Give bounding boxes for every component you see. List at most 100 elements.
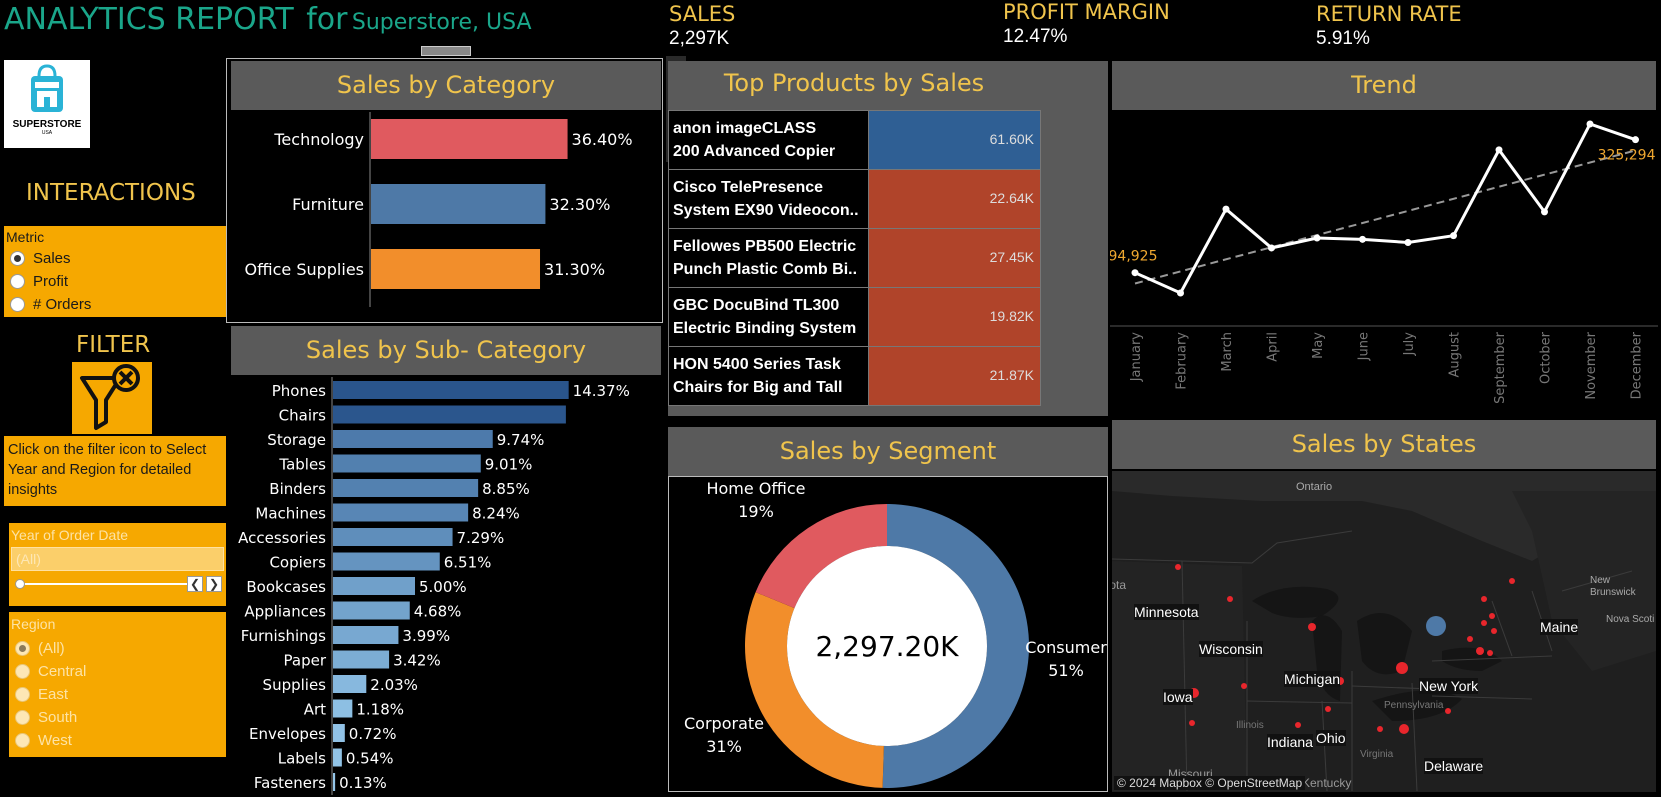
year-next-button[interactable]: ❯ bbox=[206, 576, 222, 592]
trend-point[interactable] bbox=[1268, 244, 1275, 252]
segment-slice[interactable] bbox=[755, 504, 887, 609]
trend-month-label: July bbox=[1402, 332, 1417, 357]
trend-point[interactable] bbox=[1222, 205, 1230, 213]
trend-point[interactable] bbox=[1450, 232, 1457, 240]
subcategory-bar[interactable] bbox=[333, 650, 390, 669]
subcategory-bar[interactable] bbox=[333, 552, 440, 571]
year-slider[interactable] bbox=[17, 583, 187, 585]
category-chart: Technology 36.40% Furniture 32.30% Office Su… bbox=[245, 112, 633, 307]
interactions-title: INTERACTIONS bbox=[26, 180, 196, 206]
product-sales-value: 22.64K bbox=[868, 170, 1040, 228]
trend-month-label: August bbox=[1448, 332, 1463, 378]
subcategory-bar[interactable] bbox=[333, 405, 566, 424]
trend-point[interactable] bbox=[1359, 235, 1366, 243]
map-label-kentucky: Kentucky bbox=[1302, 776, 1352, 790]
category-bar[interactable] bbox=[371, 184, 546, 224]
trend-point[interactable] bbox=[1495, 146, 1503, 154]
subcategory-bar[interactable] bbox=[333, 479, 479, 497]
subcategory-bar[interactable] bbox=[333, 748, 342, 767]
trend-month-label: February bbox=[1175, 332, 1190, 390]
filter-button[interactable] bbox=[72, 362, 152, 434]
trend-month-label: September bbox=[1493, 331, 1508, 404]
product-sales-value: 19.82K bbox=[868, 288, 1040, 346]
trend-month-label: April bbox=[1266, 332, 1281, 362]
year-filter-input[interactable]: (All) bbox=[11, 547, 224, 571]
product-row[interactable]: HON 5400 Series Task Chairs for Big and T… bbox=[668, 346, 1041, 406]
trend-point[interactable] bbox=[1404, 238, 1412, 246]
category-value-label: 36.40% bbox=[572, 130, 633, 149]
states-map[interactable]: Ontario Minnesota Wisconsin Michigan Iow… bbox=[1112, 471, 1656, 792]
subcategory-bar[interactable] bbox=[333, 724, 345, 742]
product-row[interactable]: Cisco TelePresence System EX90 Videocon..… bbox=[668, 169, 1041, 229]
category-label: Office Supplies bbox=[245, 260, 364, 279]
subcategory-bar[interactable] bbox=[333, 577, 415, 595]
subcategory-bar[interactable] bbox=[333, 675, 367, 693]
category-label: Technology bbox=[273, 130, 364, 149]
trend-series-line[interactable] bbox=[1134, 122, 1636, 295]
product-row[interactable]: GBC DocuBind TL300 Electric Binding Syste… bbox=[668, 287, 1041, 347]
trend-month-label: March bbox=[1220, 332, 1235, 372]
radio-icon bbox=[10, 297, 25, 312]
subcategory-bar[interactable] bbox=[333, 430, 493, 448]
trend-month-label: November bbox=[1584, 331, 1599, 399]
trend-point[interactable] bbox=[1313, 234, 1321, 242]
segment-value-label: 31% bbox=[706, 737, 742, 756]
segment-slice[interactable] bbox=[882, 504, 1029, 788]
metric-option-sales[interactable]: Sales bbox=[4, 247, 226, 270]
map-label-michigan: Michigan bbox=[1284, 671, 1341, 687]
category-bar[interactable] bbox=[371, 249, 541, 289]
trend-point[interactable] bbox=[1586, 120, 1594, 128]
subcategory-bar[interactable] bbox=[333, 381, 569, 399]
logo: SUPERSTORE USA bbox=[4, 60, 90, 148]
map-label-ohio: Ohio bbox=[1316, 730, 1346, 746]
map-label-maine: Maine bbox=[1540, 619, 1579, 635]
region-option-all[interactable]: (All) bbox=[9, 637, 226, 660]
region-option-central[interactable]: Central bbox=[9, 660, 226, 683]
subcategory-bar[interactable] bbox=[333, 601, 410, 620]
kpi-return-label: RETURN RATE bbox=[1316, 2, 1462, 26]
kpi-sales-value: 2,297K bbox=[669, 28, 730, 49]
subcategory-bar[interactable] bbox=[333, 626, 399, 644]
subcategory-bar[interactable] bbox=[333, 503, 469, 522]
year-slider-handle[interactable] bbox=[15, 579, 25, 589]
subcategory-bar[interactable] bbox=[333, 528, 453, 546]
map-label-newyork: New York bbox=[1419, 678, 1479, 694]
region-option-east[interactable]: East bbox=[9, 683, 226, 706]
product-row[interactable]: anon imageCLASS 200 Advanced Copier 61.60K bbox=[668, 110, 1041, 170]
subcategory-bar[interactable] bbox=[333, 699, 353, 718]
product-sales-value: 21.87K bbox=[868, 347, 1040, 405]
subcategory-bar[interactable] bbox=[333, 773, 336, 791]
region-option-south[interactable]: South bbox=[9, 706, 226, 729]
subcategory-label: Binders bbox=[269, 480, 326, 498]
report-title: ANALYTICS REPORT for Superstore, USA bbox=[4, 2, 532, 37]
metric-option-profit[interactable]: Profit bbox=[4, 270, 226, 293]
product-name: GBC DocuBind TL300 Electric Binding Syste… bbox=[669, 288, 868, 346]
subcategory-bar[interactable] bbox=[333, 454, 481, 473]
category-panel[interactable] bbox=[226, 58, 663, 323]
segment-center-value: 2,297.20K bbox=[815, 630, 959, 663]
segment-value-label: 19% bbox=[738, 502, 774, 521]
subcategory-label: Phones bbox=[272, 382, 326, 400]
subcategory-label: Copiers bbox=[269, 554, 326, 572]
segment-slice[interactable] bbox=[745, 592, 884, 788]
category-bar[interactable] bbox=[371, 119, 568, 159]
subcategory-value-label: 0.13% bbox=[339, 774, 387, 792]
trend-point[interactable] bbox=[1131, 269, 1139, 277]
region-option-west[interactable]: West bbox=[9, 729, 226, 752]
chevron-left-icon: ❮ bbox=[189, 577, 201, 591]
kpi-return-rate: RETURN RATE 5.91% bbox=[1316, 2, 1462, 50]
trend-point[interactable] bbox=[1632, 136, 1639, 144]
trend-point[interactable] bbox=[1177, 289, 1184, 297]
drag-handle[interactable] bbox=[421, 46, 471, 56]
map-label-novascotia: Nova Scoti bbox=[1606, 614, 1655, 625]
subcategory-label: Storage bbox=[267, 431, 326, 449]
map-attribution[interactable]: © 2024 Mapbox © OpenStreetMap bbox=[1114, 776, 1306, 790]
metric-option-orders[interactable]: # Orders bbox=[4, 293, 226, 316]
product-row[interactable]: Fellowes PB500 Electric Punch Plastic Com… bbox=[668, 228, 1041, 288]
year-prev-button[interactable]: ❮ bbox=[187, 576, 203, 592]
trend-point[interactable] bbox=[1541, 208, 1548, 216]
subcategory-value-label: 5.00% bbox=[419, 578, 467, 596]
kpi-sales: SALES 2,297K bbox=[669, 2, 735, 50]
title-for: for bbox=[306, 2, 348, 37]
filter-help: Click on the filter icon to Select Year … bbox=[4, 436, 226, 506]
